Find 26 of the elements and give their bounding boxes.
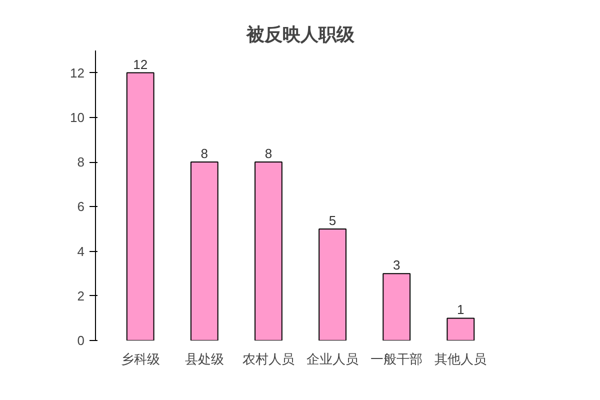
x-tick-label: 企业人员 (306, 352, 359, 366)
bar (318, 228, 346, 340)
data-label: 8 (200, 146, 208, 162)
y-tick-label: 0 (77, 333, 85, 348)
chart-title: 被反映人职级 (246, 24, 356, 46)
y-tick-label: 2 (77, 288, 85, 304)
bar (382, 273, 411, 340)
y-tick-label: 6 (77, 199, 85, 214)
y-tick-label: 4 (77, 244, 85, 259)
x-tick-label: 县处级 (184, 352, 224, 366)
y-tick-label: 10 (70, 110, 85, 125)
data-label: 5 (328, 212, 336, 228)
bar (254, 162, 282, 340)
data-label: 3 (392, 258, 400, 273)
data-label: 12 (133, 56, 148, 72)
bar (126, 72, 154, 340)
bar (190, 162, 218, 340)
data-label: 1 (457, 302, 464, 318)
x-tick-label: 一般干部 (370, 352, 423, 366)
y-tick-label: 8 (77, 154, 85, 170)
bar (446, 318, 475, 340)
x-tick-label: 农村人员 (242, 352, 294, 366)
y-tick-label: 12 (70, 65, 85, 80)
x-tick-label: 乡科级 (120, 352, 160, 366)
x-tick-label: 其他人员 (434, 352, 487, 366)
data-label: 8 (264, 146, 272, 162)
